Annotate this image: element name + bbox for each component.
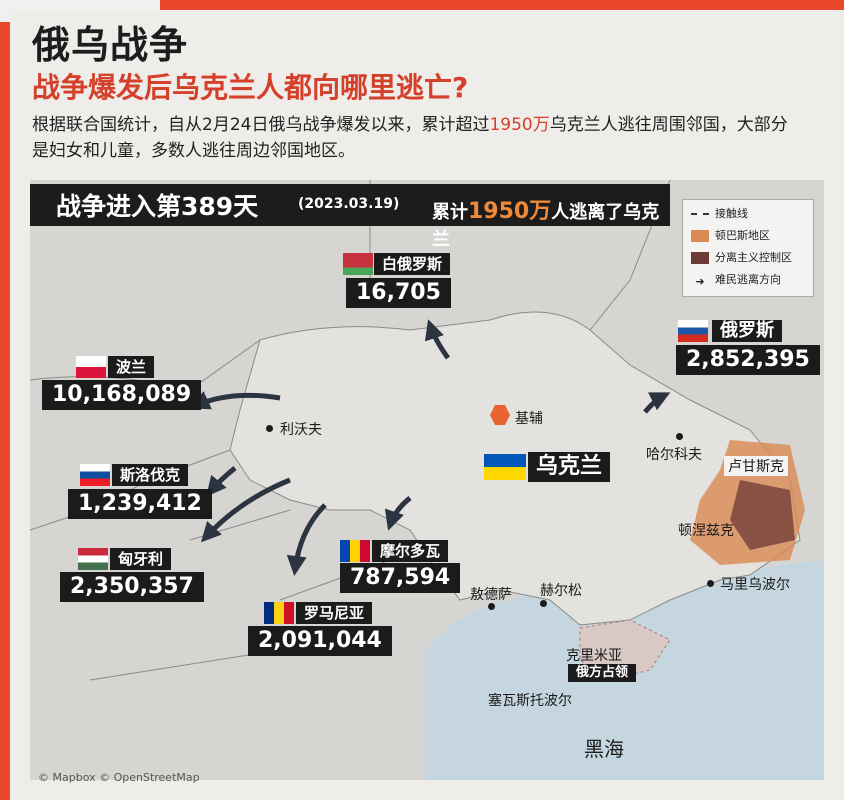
war-day-banner: 战争进入第389天 (2023.03.19) 累计1950万人逃离了乌克兰: [30, 184, 670, 250]
intro-text-2: 乌克兰人逃往周围邻国，大部分是妇女和儿童，多数人逃往周边邻国地区。: [32, 115, 788, 161]
map-legend: 接触线 顿巴斯地区 分离主义控制区 ➜ 难民逃离方向: [682, 199, 814, 297]
arrow-belarus: [424, 319, 451, 360]
arrow-slovakia: [206, 466, 237, 497]
separatist-swatch: [691, 252, 709, 264]
ukraine-name: 乌克兰: [528, 452, 611, 482]
romania-flag-icon: [264, 602, 294, 624]
legend-contact-label: 接触线: [715, 207, 748, 220]
separatist-region: [730, 480, 795, 550]
poland-name: 波兰: [108, 356, 155, 378]
poland-flag-icon: [76, 356, 106, 378]
city-kharkiv: 哈尔科夫: [646, 447, 702, 463]
kherson-dot: [540, 600, 547, 607]
arrow-moldova: [384, 496, 412, 531]
banner-total-suffix: 人逃离了乌克兰: [432, 202, 660, 250]
slovakia-name: 斯洛伐克: [112, 464, 189, 486]
slovakia-count: 1,239,412: [68, 489, 212, 519]
kharkiv-dot: [676, 433, 683, 440]
city-donetsk: 顿涅兹克: [678, 523, 734, 539]
legend-row-arrow: ➜ 难民逃离方向: [691, 272, 781, 288]
hungary-count: 2,350,357: [60, 572, 204, 602]
moldova-flag-icon: [340, 540, 370, 562]
legend-row-contact: 接触线: [691, 206, 748, 222]
hungary-flag-icon: [78, 548, 108, 570]
city-mariupol: 马里乌波尔: [720, 577, 790, 593]
banner-total-prefix: 累计: [432, 202, 468, 223]
city-kherson: 赫尔松: [540, 583, 582, 599]
crimea-occupied-label: 俄方占领: [568, 664, 637, 682]
legend-arrow-label: 难民逃离方向: [715, 273, 781, 286]
hungary-name: 匈牙利: [110, 548, 172, 570]
banner-total: 累计1950万人逃离了乌克兰: [432, 193, 670, 251]
banner-days: 战争进入第389天: [56, 192, 259, 221]
city-crimea: 克里米亚: [566, 648, 622, 664]
city-lviv: 利沃夫: [280, 422, 322, 438]
arrow-hungary: [200, 477, 291, 543]
ukraine-flag-icon: [484, 454, 526, 480]
intro-text-1: 根据联合国统计，自从2月24日俄乌战争爆发以来，累计超过: [32, 115, 490, 135]
slovakia-flag-icon: [80, 464, 110, 486]
kyiv-marker: [490, 405, 510, 425]
romania-name: 罗马尼亚: [296, 602, 373, 624]
odesa-dot: [488, 603, 495, 610]
belarus-name: 白俄罗斯: [374, 253, 451, 275]
intro-paragraph: 根据联合国统计，自从2月24日俄乌战争爆发以来，累计超过1950万乌克兰人逃往周…: [32, 112, 792, 164]
russia-flag-icon: [678, 320, 708, 342]
left-accent-stripe: [0, 0, 10, 800]
donbas-swatch: [691, 230, 709, 242]
banner-date: (2023.03.19): [298, 196, 400, 212]
russia-count: 2,852,395: [676, 345, 820, 375]
arrow-romania: [286, 503, 327, 576]
map-credit: © Mapbox © OpenStreetMap: [38, 771, 200, 784]
banner-total-num: 1950万: [468, 199, 552, 224]
contact-line-swatch: [691, 213, 709, 215]
lviv-dot: [266, 425, 273, 432]
legend-row-separatist: 分离主义控制区: [691, 250, 792, 266]
russia-name: 俄罗斯: [712, 320, 782, 342]
legend-donbas-label: 顿巴斯地区: [715, 229, 770, 242]
belarus-count: 16,705: [346, 278, 451, 308]
moldova-count: 787,594: [340, 563, 461, 593]
page-title: 俄乌战争: [32, 23, 189, 67]
arrow-icon: ➜: [695, 275, 705, 288]
belarus-flag-icon: [343, 253, 373, 275]
legend-row-donbas: 顿巴斯地区: [691, 228, 770, 244]
romania-count: 2,091,044: [248, 626, 392, 656]
moldova-name: 摩尔多瓦: [372, 540, 449, 562]
city-luhansk: 卢甘斯克: [724, 456, 788, 476]
intro-highlight: 1950万: [489, 115, 550, 135]
black-sea-label: 黑海: [584, 737, 624, 761]
poland-count: 10,168,089: [42, 380, 202, 410]
mariupol-dot: [707, 580, 714, 587]
legend-separatist-label: 分离主义控制区: [715, 251, 792, 264]
arrow-russia: [643, 392, 671, 414]
city-sevastopol: 塞瓦斯托波尔: [488, 693, 572, 709]
city-odesa: 敖德萨: [470, 587, 512, 603]
arrow-poland: [189, 391, 281, 410]
page-subtitle: 战争爆发后乌克兰人都向哪里逃亡?: [32, 71, 469, 104]
city-kyiv: 基辅: [515, 411, 543, 427]
